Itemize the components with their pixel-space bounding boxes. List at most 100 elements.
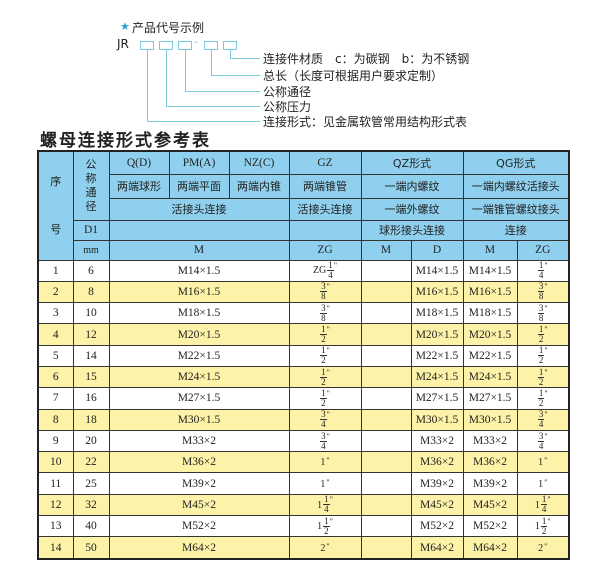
- fraction-numerator: 1: [540, 494, 548, 506]
- cell-qz-m: [360, 472, 412, 495]
- cell-d1: 12: [72, 323, 110, 346]
- header-zg: ZG: [288, 239, 362, 261]
- cell-qz-m: [360, 280, 412, 304]
- header-qg-connection: 一端锥管螺纹接头: [462, 197, 570, 221]
- cell-zg: ZG 1 4 ": [288, 259, 362, 282]
- header-qz-d: D: [410, 239, 464, 261]
- header-qg-zg: ZG: [516, 239, 570, 261]
- header-qd: Q(D): [108, 150, 170, 175]
- header-seq: 序 号: [37, 150, 74, 261]
- table-row: 10 22 M36×2 1" M36×2 M36×2 1": [37, 451, 570, 474]
- cell-m: M45×2: [108, 493, 290, 517]
- example-heading: 产品代号示例: [132, 21, 205, 35]
- cell-seq: 9: [37, 429, 74, 453]
- fraction-numerator: 1: [537, 345, 545, 357]
- label-diameter: 公称通径: [263, 85, 312, 99]
- zg-whole: 1: [534, 520, 540, 532]
- fraction-denominator: 2: [321, 334, 326, 345]
- cell-zg: 2": [288, 536, 362, 560]
- cell-qz-d: M18×1.5: [410, 302, 464, 325]
- table-row: 2 8 M16×1.5 3 8 " M16×1.5 M16×1.5 3 8 ": [37, 280, 570, 304]
- header-nominal-diameter: 公称通径: [72, 150, 110, 221]
- table-row: 12 32 M45×2 1 1 4 " M45×2 M45×2 1 1 4 ": [37, 493, 570, 517]
- fraction-numerator: 3: [537, 302, 545, 314]
- cell-seq: 11: [37, 472, 74, 495]
- cell-qg-zg: 1 2 ": [516, 387, 570, 410]
- cell-seq: 1: [37, 259, 74, 282]
- zg-whole: 1: [320, 478, 326, 490]
- cell-qg-zg: 1 2 ": [516, 323, 570, 346]
- fraction-numerator: 1: [537, 324, 545, 336]
- fraction-numerator: 1: [320, 345, 327, 357]
- inch-mark: ": [326, 410, 330, 420]
- cell-qz-m: [360, 429, 412, 453]
- cell-qz-d: M27×1.5: [410, 387, 464, 410]
- fraction-denominator: 2: [321, 397, 326, 408]
- inch-mark: ": [547, 495, 551, 505]
- table-row: 13 40 M52×2 1 1 2 " M52×2 M52×2 1 1 2 ": [37, 515, 570, 538]
- inch-mark: ": [326, 325, 330, 335]
- cell-zg: 3 8 ": [288, 302, 362, 325]
- code-box-diameter: [178, 41, 192, 50]
- cell-zg: 3 8 ": [288, 280, 362, 304]
- cell-m: M36×2: [108, 451, 290, 474]
- cell-qg-zg: 1": [516, 451, 570, 474]
- header-gz: GZ: [288, 150, 362, 175]
- zg-whole: ZG: [312, 265, 327, 277]
- fraction-numerator: 3: [537, 430, 545, 442]
- cell-qz-m: [360, 365, 412, 389]
- inch-mark: ": [326, 303, 330, 313]
- cell-seq: 14: [37, 536, 74, 560]
- cell-m: M27×1.5: [108, 387, 290, 410]
- cell-m: M18×1.5: [108, 302, 290, 325]
- cell-seq: 3: [37, 302, 74, 325]
- inch-mark: ": [544, 367, 548, 377]
- fraction-denominator: 2: [324, 525, 329, 536]
- nut-connection-table: 序 号 公称通径 Q(D) PM(A) NZ(C) GZ QZ形式 QG形式 两…: [37, 150, 571, 560]
- cell-zg: 1 1 2 ": [288, 515, 362, 538]
- zg-whole: 1: [534, 499, 540, 511]
- header-gz-connection: 活接头连接: [288, 197, 362, 221]
- inch-mark: ": [329, 516, 333, 526]
- cell-qg-m: M30×1.5: [462, 408, 518, 431]
- cell-qg-m: M18×1.5: [462, 302, 518, 325]
- header-m: M: [108, 239, 290, 261]
- inch-mark: ": [544, 541, 548, 551]
- fraction-denominator: 4: [321, 440, 326, 451]
- fraction-denominator: 2: [321, 355, 326, 366]
- fraction-numerator: 3: [320, 281, 327, 293]
- inch-mark: ": [326, 477, 330, 487]
- header-qz-m: M: [360, 239, 412, 261]
- cell-m: M16×1.5: [108, 280, 290, 304]
- zg-whole: 1: [538, 478, 544, 490]
- cell-qg-zg: 3 4 ": [516, 408, 570, 431]
- table-row: 3 10 M18×1.5 3 8 " M18×1.5 M18×1.5 3 8 ": [37, 302, 570, 325]
- cell-qz-m: [360, 493, 412, 517]
- label-material: 连接件材质 c：为碳钢 b：为不锈钢: [263, 52, 470, 66]
- cell-qg-m: M20×1.5: [462, 323, 518, 346]
- cell-d1: 22: [72, 451, 110, 474]
- fraction-denominator: 4: [321, 419, 326, 430]
- code-box-length: [204, 41, 218, 50]
- fraction-numerator: 1: [327, 260, 334, 272]
- cell-qg-m: M16×1.5: [462, 280, 518, 304]
- inch-mark: ": [544, 325, 548, 335]
- fraction-denominator: 4: [541, 504, 547, 515]
- cell-d1: 16: [72, 387, 110, 410]
- cell-qg-m: M39×2: [462, 472, 518, 495]
- inch-mark: ": [333, 261, 338, 271]
- inch-mark: ": [544, 431, 548, 441]
- fraction-denominator: 4: [538, 419, 544, 430]
- fraction-denominator: 2: [321, 376, 326, 387]
- zg-whole: 2: [538, 542, 544, 554]
- cell-qg-zg: 3 8 ": [516, 302, 570, 325]
- table-title: 螺母连接形式参考表: [40, 131, 211, 151]
- cell-qz-d: M52×2: [410, 515, 464, 538]
